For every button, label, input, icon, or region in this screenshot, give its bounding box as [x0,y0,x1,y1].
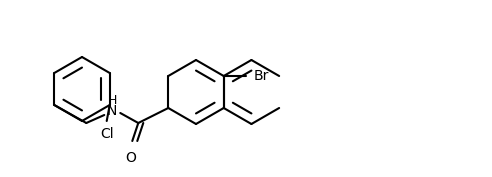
Text: Br: Br [254,69,269,83]
Text: Cl: Cl [100,127,114,141]
Text: H: H [108,95,117,107]
Text: N: N [107,104,118,118]
Text: O: O [125,151,136,165]
